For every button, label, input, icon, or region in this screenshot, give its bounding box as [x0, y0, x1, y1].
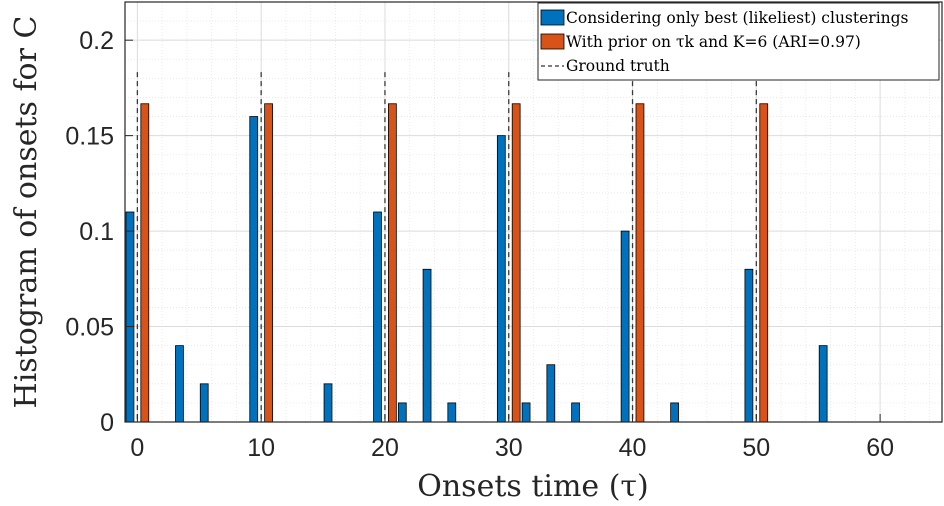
bar-series-1: [125, 211, 135, 423]
y-tick-label: 0.1: [79, 218, 114, 246]
y-tick-label: 0.15: [65, 123, 114, 151]
y-tick-label: 0.05: [65, 314, 114, 342]
ground-truth-layer: [136, 72, 757, 422]
y-axis-title: Histogram of onsets for C: [9, 16, 44, 409]
bar-series-2: [264, 103, 273, 423]
bar-series-1: [571, 402, 580, 423]
x-tick-label: 60: [866, 434, 894, 462]
bar-series-1: [422, 268, 432, 423]
bar-series-2: [759, 103, 769, 423]
bar-series-1: [323, 383, 333, 423]
bar-series-1: [818, 345, 828, 423]
legend-box: [537, 2, 940, 81]
bar-series-1: [447, 402, 457, 423]
bar-series-1: [670, 402, 679, 423]
x-tick-label: 40: [619, 434, 647, 462]
bar-series-2: [635, 103, 645, 423]
bar-series-1: [199, 383, 209, 423]
y-tick-label: 0.2: [79, 27, 114, 55]
legend-swatch-series-2: [540, 33, 565, 50]
x-axis-title: Onsets time (τ): [417, 469, 648, 504]
bar-series-2: [511, 103, 521, 423]
bar-series-2: [140, 103, 150, 423]
legend: Considering only best (likeliest) cluste…: [537, 2, 940, 81]
bar-series-1: [546, 364, 556, 423]
x-tick-label: 30: [495, 434, 523, 462]
bar-series-1: [620, 230, 630, 423]
axis-ticks: [125, 39, 881, 423]
y-tick-labels: 0 0.05 0.1 0.15 0.2: [65, 27, 114, 437]
x-tick-label: 20: [371, 434, 399, 462]
bar-series-1: [249, 116, 259, 423]
bar-series-1: [744, 268, 754, 423]
y-tick-label: 0: [100, 409, 114, 437]
legend-label-series-2: With prior on τk and K=6 (ARI=0.97): [566, 33, 861, 51]
legend-label-series-1: Considering only best (likeliest) cluste…: [566, 9, 909, 27]
legend-label-ground-truth: Ground truth: [566, 57, 670, 75]
x-tick-labels: 0 10 20 30 40 50 60: [130, 434, 894, 462]
x-tick-label: 0: [130, 434, 144, 462]
x-tick-label: 50: [742, 434, 770, 462]
bar-series-1: [521, 402, 531, 423]
bar-series-1: [496, 135, 506, 423]
legend-swatch-series-1: [540, 9, 565, 26]
x-tick-label: 10: [247, 434, 275, 462]
bar-series-1: [397, 402, 407, 423]
bar-series-1: [175, 345, 184, 423]
bars-layer: [125, 103, 892, 423]
bar-series-2: [388, 103, 397, 423]
bar-series-1: [373, 211, 382, 423]
plot-frame: [124, 1, 943, 423]
